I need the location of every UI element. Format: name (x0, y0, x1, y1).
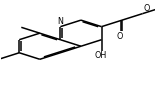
Text: O: O (116, 32, 122, 41)
Text: O: O (143, 4, 149, 13)
Text: OH: OH (95, 51, 107, 60)
Text: N: N (57, 17, 63, 26)
